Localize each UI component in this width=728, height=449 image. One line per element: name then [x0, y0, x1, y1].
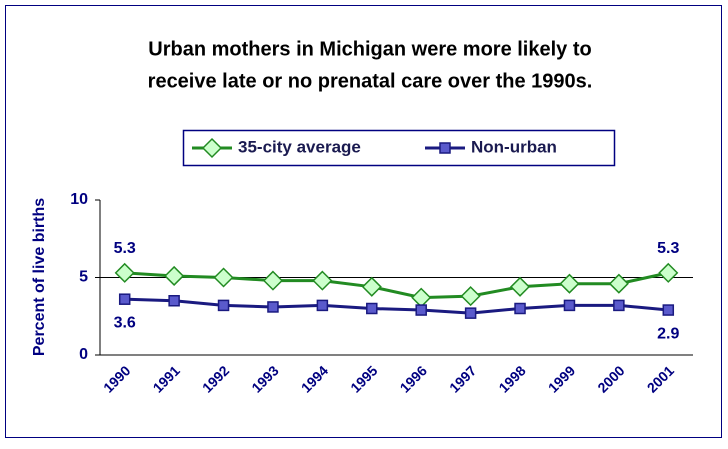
y-tick-label: 0	[79, 346, 88, 363]
marker	[563, 299, 576, 312]
marker	[514, 302, 526, 315]
data-label: 2.9	[657, 325, 679, 342]
data-label: 5.3	[114, 240, 136, 257]
marker	[213, 267, 234, 288]
marker	[316, 299, 329, 312]
y-tick-label: 5	[79, 269, 88, 286]
data-label: 3.6	[114, 314, 136, 331]
y-axis-label: Percent of live births	[31, 198, 48, 356]
chart-title: Urban mothers in Michigan were more like…	[148, 38, 591, 60]
marker	[312, 270, 333, 291]
frame	[5, 5, 722, 438]
marker	[662, 304, 675, 316]
marker	[114, 262, 135, 283]
marker	[168, 295, 180, 307]
marker	[366, 302, 378, 315]
marker	[267, 301, 279, 313]
marker	[361, 276, 382, 297]
legend-label: 35-city average	[238, 137, 361, 156]
marker	[439, 142, 451, 154]
y-tick-label: 10	[70, 191, 88, 208]
marker	[464, 307, 477, 319]
marker	[118, 293, 131, 305]
marker	[460, 286, 481, 307]
marker	[613, 299, 625, 312]
marker	[201, 137, 223, 159]
marker	[658, 262, 679, 283]
marker	[415, 304, 427, 316]
marker	[509, 276, 531, 297]
marker	[608, 273, 629, 294]
marker	[164, 265, 185, 287]
legend-box	[182, 129, 616, 167]
marker	[262, 270, 284, 291]
data-label: 5.3	[657, 240, 679, 257]
marker	[217, 299, 230, 312]
marker	[559, 273, 580, 294]
series-line	[124, 297, 669, 315]
chart-title: receive late or no prenatal care over th…	[148, 70, 593, 92]
legend-label: Non-urban	[471, 137, 557, 156]
